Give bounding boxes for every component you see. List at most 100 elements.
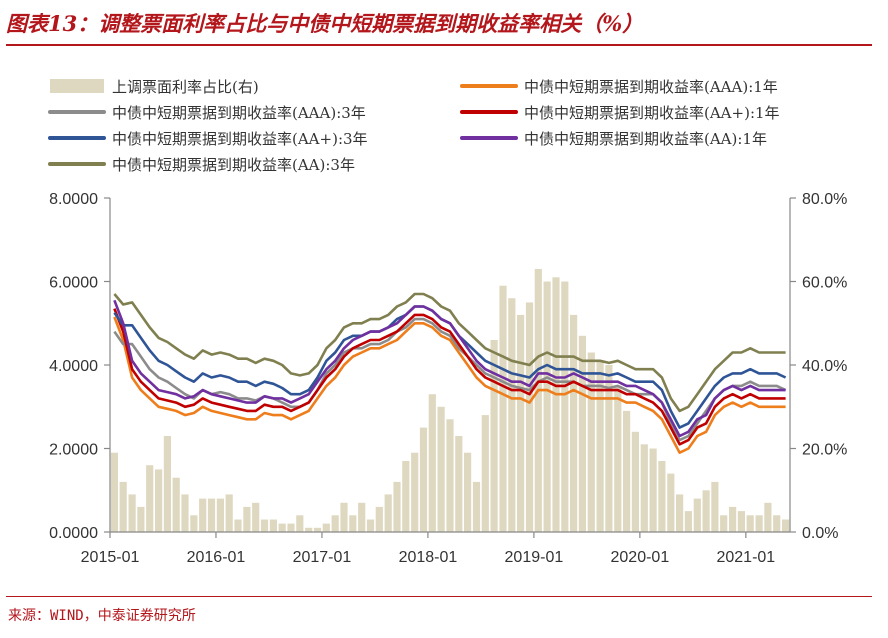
y-right-tick-label: 0.0% — [802, 525, 838, 542]
y-right-tick-label: 40.0% — [802, 358, 847, 375]
bar — [225, 494, 233, 532]
bar — [428, 394, 436, 532]
line-series — [113, 292, 787, 455]
bar — [773, 515, 781, 532]
bar — [437, 406, 445, 533]
bar — [110, 452, 118, 532]
title-rule — [6, 44, 872, 46]
bar — [667, 473, 675, 532]
bar — [243, 506, 251, 532]
bar — [499, 285, 507, 532]
x-tick-label: 2021-01 — [716, 549, 775, 566]
bar — [720, 515, 728, 532]
bar — [587, 352, 595, 532]
x-tick-label: 2018-01 — [399, 549, 458, 566]
bar — [455, 436, 463, 532]
bar — [561, 281, 569, 532]
legend-label: 中债中短期票据到期收益率(AAA):3年 — [112, 104, 366, 122]
bar — [746, 515, 754, 532]
bar — [490, 340, 498, 532]
bar — [313, 527, 322, 532]
series-line — [113, 316, 786, 455]
y-left-tick-label: 4.0000 — [49, 358, 98, 375]
bar — [340, 502, 348, 532]
bar — [658, 461, 666, 532]
legend-label: 中债中短期票据到期收益率(AA):3年 — [112, 156, 355, 174]
chart-axes: 0.0000 2.0000 4.0000 6.0000 8.0000 0.0% 20.0% 4… — [49, 191, 847, 566]
bar — [676, 494, 684, 532]
bar — [137, 506, 145, 532]
bar — [393, 481, 401, 532]
bar — [419, 427, 428, 532]
bar — [296, 515, 304, 532]
bar — [234, 519, 242, 532]
legend-swatch — [50, 79, 104, 93]
bar — [702, 490, 710, 533]
y-right-tick-label: 20.0% — [802, 442, 847, 459]
x-tick-label: 2015-01 — [81, 549, 140, 566]
bar — [199, 498, 207, 532]
bar — [693, 498, 701, 532]
y-right-tick-label: 60.0% — [802, 275, 847, 292]
bar — [764, 502, 772, 532]
bar — [552, 277, 560, 532]
bar — [146, 465, 154, 532]
y-left-tick-label: 2.0000 — [49, 442, 98, 459]
chart-legend: 上调票面利率占比(右) 中债中短期票据到期收益率(AAA):1年中债中短期票据到期… — [48, 78, 780, 174]
bar — [472, 481, 481, 532]
x-tick-label: 2020-01 — [611, 549, 670, 566]
legend-label: 中债中短期票据到期收益率(AA+):3年 — [112, 130, 368, 148]
bar — [649, 448, 657, 532]
bar — [711, 481, 719, 532]
bar — [570, 314, 578, 532]
bar — [305, 527, 313, 532]
bar — [172, 477, 180, 532]
bar — [640, 444, 648, 532]
bar — [402, 461, 410, 532]
bar-series — [110, 269, 790, 533]
bar — [287, 523, 295, 532]
bar — [755, 515, 763, 532]
bar — [543, 281, 551, 532]
bar — [331, 515, 339, 532]
bar — [375, 506, 383, 532]
series-line — [113, 292, 786, 413]
bar — [737, 511, 745, 532]
y-right-tick-label: 80.0% — [802, 191, 847, 208]
bar — [508, 298, 516, 532]
bar — [631, 431, 639, 532]
legend-label: 中债中短期票据到期收益率(AA+):1年 — [524, 104, 780, 122]
bar — [119, 481, 127, 532]
x-tick-label: 2019-01 — [505, 549, 564, 566]
x-tick-label: 2016-01 — [187, 549, 246, 566]
series-line — [113, 308, 786, 446]
bar — [181, 494, 189, 532]
y-left-tick-label: 0.0000 — [49, 525, 98, 542]
bar — [729, 506, 737, 532]
legend-label: 中债中短期票据到期收益率(AA):1年 — [524, 130, 767, 148]
bar — [605, 365, 613, 532]
bar — [517, 314, 525, 532]
footer-rule — [6, 596, 872, 597]
chart: 上调票面利率占比(右) 中债中短期票据到期收益率(AAA):1年中债中短期票据到期… — [48, 78, 847, 566]
bar — [269, 519, 277, 532]
bar — [623, 410, 631, 532]
bar — [260, 519, 269, 532]
bar — [525, 302, 534, 532]
bar — [252, 502, 260, 532]
bar — [155, 469, 163, 532]
bar — [614, 385, 622, 532]
bar — [464, 452, 472, 532]
legend-label: 中债中短期票据到期收益率(AAA):1年 — [524, 78, 778, 96]
bar — [481, 415, 489, 532]
bar — [278, 523, 286, 532]
bar — [358, 502, 366, 532]
bar — [366, 519, 375, 532]
bar — [534, 269, 542, 532]
y-left-tick-label: 6.0000 — [49, 275, 98, 292]
bar — [446, 419, 454, 532]
bar — [578, 335, 586, 532]
bar — [411, 452, 419, 532]
legend-label: 上调票面利率占比(右) — [112, 78, 259, 96]
series-line — [113, 299, 786, 438]
